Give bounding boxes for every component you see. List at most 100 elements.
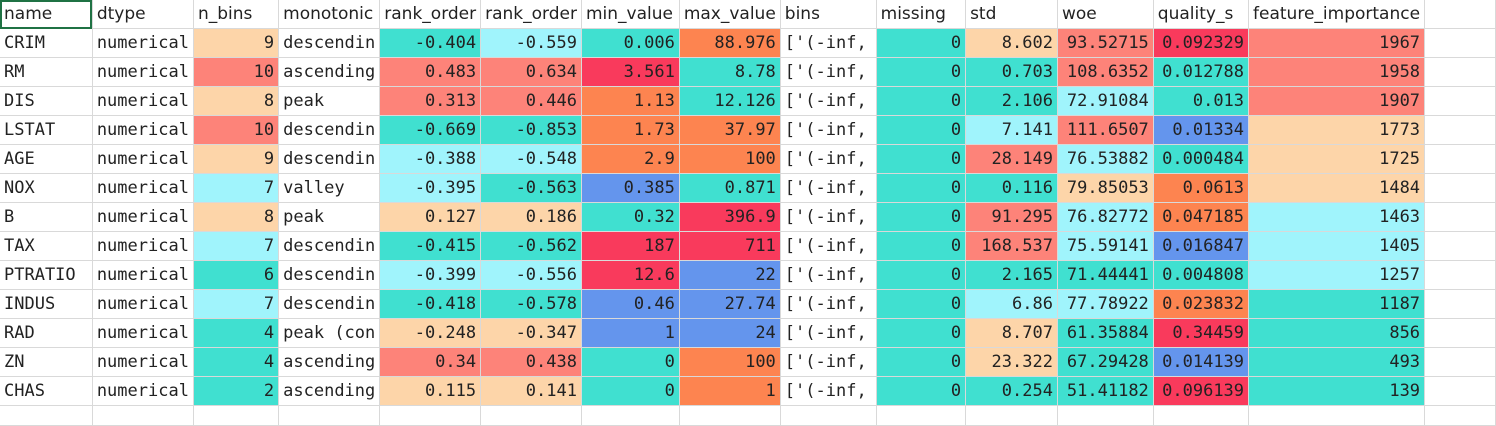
empty-cell[interactable] (278, 405, 381, 426)
empty-cell[interactable] (581, 405, 680, 426)
cell-feature-importance[interactable]: 1907 (1248, 86, 1426, 116)
empty-cell[interactable] (1424, 376, 1496, 406)
cell-n-bins[interactable]: 7 (193, 289, 280, 319)
empty-cell[interactable] (1248, 405, 1426, 426)
cell-dtype[interactable]: numerical (92, 202, 194, 232)
cell-name[interactable]: CRIM (0, 28, 93, 58)
cell-n-bins[interactable]: 9 (193, 28, 280, 58)
cell-max-value[interactable]: 88.976 (679, 28, 781, 58)
cell-min-value[interactable]: 0.006 (581, 28, 680, 58)
cell-quality-s[interactable]: 0.0613 (1153, 173, 1250, 203)
empty-cell[interactable] (1424, 260, 1496, 290)
cell-woe[interactable]: 71.44441 (1057, 260, 1154, 290)
header-cell-n-bins[interactable]: n_bins (193, 0, 280, 29)
cell-rank-order-2[interactable]: -0.578 (480, 289, 582, 319)
empty-cell[interactable] (0, 405, 93, 426)
cell-min-value[interactable]: 0.32 (581, 202, 680, 232)
cell-min-value[interactable]: 1.13 (581, 86, 680, 116)
cell-std[interactable]: 0.116 (965, 173, 1058, 203)
cell-feature-importance[interactable]: 856 (1248, 318, 1426, 348)
cell-missing[interactable]: 0 (876, 57, 967, 87)
cell-feature-importance[interactable]: 1967 (1248, 28, 1426, 58)
cell-std[interactable]: 8.707 (965, 318, 1058, 348)
cell-rank-order-1[interactable]: -0.415 (379, 231, 482, 261)
cell-missing[interactable]: 0 (876, 173, 967, 203)
cell-bins[interactable]: ['(-inf, (780, 202, 877, 232)
cell-rank-order-1[interactable]: 0.313 (379, 86, 482, 116)
cell-quality-s[interactable]: 0.047185 (1153, 202, 1250, 232)
cell-missing[interactable]: 0 (876, 289, 967, 319)
cell-max-value[interactable]: 27.74 (679, 289, 781, 319)
cell-std[interactable]: 91.295 (965, 202, 1058, 232)
empty-cell[interactable] (379, 405, 482, 426)
cell-std[interactable]: 6.86 (965, 289, 1058, 319)
cell-rank-order-2[interactable]: -0.347 (480, 318, 582, 348)
cell-bins[interactable]: ['(-inf, (780, 260, 877, 290)
cell-missing[interactable]: 0 (876, 231, 967, 261)
cell-dtype[interactable]: numerical (92, 231, 194, 261)
cell-name[interactable]: LSTAT (0, 115, 93, 145)
cell-name[interactable]: NOX (0, 173, 93, 203)
header-cell-quality-s[interactable]: quality_s (1153, 0, 1250, 29)
header-cell-bins[interactable]: bins (780, 0, 877, 29)
cell-bins[interactable]: ['(-inf, (780, 28, 877, 58)
cell-dtype[interactable]: numerical (92, 318, 194, 348)
cell-min-value[interactable]: 187 (581, 231, 680, 261)
empty-cell[interactable] (679, 405, 781, 426)
cell-woe[interactable]: 77.78922 (1057, 289, 1154, 319)
empty-cell[interactable] (1057, 405, 1154, 426)
cell-max-value[interactable]: 711 (679, 231, 781, 261)
empty-cell[interactable] (480, 405, 582, 426)
cell-monotonic[interactable]: peak (278, 86, 381, 116)
header-cell-woe[interactable]: woe (1057, 0, 1154, 29)
cell-missing[interactable]: 0 (876, 115, 967, 145)
cell-feature-importance[interactable]: 1405 (1248, 231, 1426, 261)
cell-name[interactable]: INDUS (0, 289, 93, 319)
cell-bins[interactable]: ['(-inf, (780, 231, 877, 261)
cell-missing[interactable]: 0 (876, 376, 967, 406)
cell-monotonic[interactable]: descendin (278, 28, 381, 58)
cell-n-bins[interactable]: 10 (193, 115, 280, 145)
empty-cell[interactable] (193, 405, 280, 426)
cell-woe[interactable]: 76.53882 (1057, 144, 1154, 174)
header-cell-min-value[interactable]: min_value (581, 0, 680, 29)
empty-cell[interactable] (1424, 202, 1496, 232)
cell-rank-order-1[interactable]: 0.34 (379, 347, 482, 377)
empty-cell[interactable] (1424, 0, 1496, 29)
empty-cell[interactable] (1424, 173, 1496, 203)
cell-woe[interactable]: 79.85053 (1057, 173, 1154, 203)
cell-rank-order-2[interactable]: -0.548 (480, 144, 582, 174)
cell-woe[interactable]: 108.6352 (1057, 57, 1154, 87)
cell-min-value[interactable]: 2.9 (581, 144, 680, 174)
header-cell-std[interactable]: std (965, 0, 1058, 29)
cell-dtype[interactable]: numerical (92, 57, 194, 87)
cell-dtype[interactable]: numerical (92, 347, 194, 377)
cell-monotonic[interactable]: valley (278, 173, 381, 203)
header-cell-rank-order-1[interactable]: rank_order (379, 0, 482, 29)
cell-max-value[interactable]: 8.78 (679, 57, 781, 87)
cell-std[interactable]: 0.254 (965, 376, 1058, 406)
cell-min-value[interactable]: 0 (581, 347, 680, 377)
cell-name[interactable]: PTRATIO (0, 260, 93, 290)
cell-bins[interactable]: ['(-inf, (780, 86, 877, 116)
cell-woe[interactable]: 61.35884 (1057, 318, 1154, 348)
empty-cell[interactable] (92, 405, 194, 426)
cell-max-value[interactable]: 396.9 (679, 202, 781, 232)
cell-max-value[interactable]: 100 (679, 347, 781, 377)
cell-monotonic[interactable]: peak (278, 202, 381, 232)
header-cell-name[interactable]: name (0, 0, 93, 29)
cell-rank-order-1[interactable]: -0.669 (379, 115, 482, 145)
cell-std[interactable]: 28.149 (965, 144, 1058, 174)
cell-max-value[interactable]: 37.97 (679, 115, 781, 145)
cell-feature-importance[interactable]: 1484 (1248, 173, 1426, 203)
cell-n-bins[interactable]: 8 (193, 202, 280, 232)
cell-woe[interactable]: 93.52715 (1057, 28, 1154, 58)
cell-missing[interactable]: 0 (876, 260, 967, 290)
header-cell-rank-order-2[interactable]: rank_order (480, 0, 582, 29)
cell-name[interactable]: ZN (0, 347, 93, 377)
cell-min-value[interactable]: 0.385 (581, 173, 680, 203)
empty-cell[interactable] (1424, 318, 1496, 348)
empty-cell[interactable] (1424, 28, 1496, 58)
cell-feature-importance[interactable]: 1257 (1248, 260, 1426, 290)
cell-bins[interactable]: ['(-inf, (780, 289, 877, 319)
